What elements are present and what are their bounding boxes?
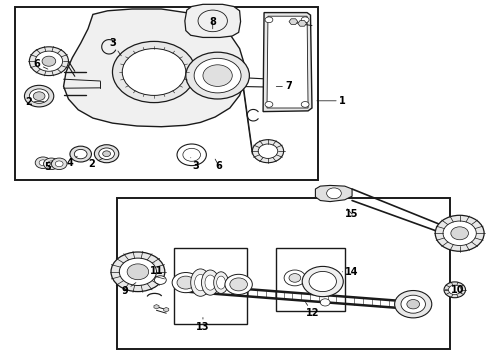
Circle shape bbox=[112, 41, 195, 103]
Ellipse shape bbox=[213, 272, 228, 293]
Text: 2: 2 bbox=[88, 158, 102, 169]
Circle shape bbox=[35, 51, 62, 71]
Circle shape bbox=[326, 188, 341, 199]
Circle shape bbox=[302, 266, 343, 297]
Text: 15: 15 bbox=[345, 209, 358, 219]
Polygon shape bbox=[154, 305, 159, 309]
Circle shape bbox=[400, 295, 425, 313]
Circle shape bbox=[203, 65, 232, 86]
Circle shape bbox=[39, 160, 47, 166]
Text: 10: 10 bbox=[444, 285, 463, 295]
Polygon shape bbox=[315, 185, 351, 202]
Circle shape bbox=[447, 285, 460, 294]
Circle shape bbox=[443, 282, 465, 298]
Text: 3: 3 bbox=[190, 158, 199, 171]
Circle shape bbox=[35, 157, 51, 168]
Circle shape bbox=[320, 299, 329, 306]
Text: 4: 4 bbox=[66, 156, 77, 168]
Circle shape bbox=[70, 146, 91, 162]
Circle shape bbox=[394, 291, 431, 318]
Polygon shape bbox=[63, 9, 244, 127]
Text: 6: 6 bbox=[215, 159, 222, 171]
Ellipse shape bbox=[216, 276, 225, 289]
Text: 13: 13 bbox=[196, 318, 209, 332]
Circle shape bbox=[99, 148, 114, 159]
Circle shape bbox=[177, 144, 206, 166]
Polygon shape bbox=[263, 13, 311, 112]
Circle shape bbox=[42, 56, 56, 66]
Polygon shape bbox=[184, 4, 240, 37]
Circle shape bbox=[51, 158, 67, 170]
Circle shape bbox=[29, 89, 49, 103]
Circle shape bbox=[301, 102, 308, 107]
Circle shape bbox=[442, 221, 475, 246]
Circle shape bbox=[154, 276, 166, 284]
Text: 11: 11 bbox=[149, 263, 163, 276]
Text: 3: 3 bbox=[109, 38, 121, 56]
Circle shape bbox=[185, 52, 249, 99]
Circle shape bbox=[434, 215, 483, 251]
Text: 7: 7 bbox=[276, 81, 291, 91]
Bar bbox=[117, 198, 449, 349]
Circle shape bbox=[264, 102, 272, 107]
Ellipse shape bbox=[201, 270, 219, 295]
Polygon shape bbox=[266, 16, 307, 108]
Polygon shape bbox=[297, 21, 306, 26]
Circle shape bbox=[308, 271, 336, 292]
Circle shape bbox=[406, 300, 419, 309]
Circle shape bbox=[194, 58, 241, 93]
Circle shape bbox=[177, 276, 194, 289]
Circle shape bbox=[33, 92, 45, 100]
Circle shape bbox=[252, 140, 283, 163]
Text: 1: 1 bbox=[316, 96, 345, 106]
Circle shape bbox=[47, 161, 55, 167]
Circle shape bbox=[43, 158, 59, 170]
Circle shape bbox=[264, 17, 272, 23]
Circle shape bbox=[119, 258, 156, 285]
Text: 14: 14 bbox=[342, 267, 358, 277]
Text: 6: 6 bbox=[34, 59, 48, 69]
Circle shape bbox=[127, 264, 148, 280]
Circle shape bbox=[301, 17, 308, 23]
Circle shape bbox=[172, 273, 199, 293]
Circle shape bbox=[55, 161, 63, 167]
Polygon shape bbox=[163, 307, 168, 312]
Circle shape bbox=[102, 151, 110, 157]
Ellipse shape bbox=[204, 275, 215, 290]
Bar bbox=[173, 248, 246, 324]
Ellipse shape bbox=[190, 269, 210, 296]
Bar bbox=[276, 248, 344, 311]
Circle shape bbox=[29, 47, 68, 76]
Circle shape bbox=[74, 149, 87, 159]
Ellipse shape bbox=[194, 274, 206, 291]
Text: 5: 5 bbox=[44, 161, 53, 172]
Text: 8: 8 bbox=[209, 17, 216, 29]
Circle shape bbox=[258, 144, 277, 158]
Circle shape bbox=[224, 274, 252, 294]
Bar bbox=[15, 7, 317, 180]
Circle shape bbox=[111, 252, 164, 292]
Text: 2: 2 bbox=[25, 96, 44, 107]
Polygon shape bbox=[288, 19, 297, 24]
Circle shape bbox=[122, 49, 185, 95]
Circle shape bbox=[94, 145, 119, 163]
Circle shape bbox=[284, 270, 305, 286]
Text: 9: 9 bbox=[121, 283, 136, 296]
Circle shape bbox=[450, 227, 468, 240]
Circle shape bbox=[24, 85, 54, 107]
Circle shape bbox=[229, 278, 247, 291]
Text: 12: 12 bbox=[305, 302, 319, 318]
Circle shape bbox=[288, 274, 300, 282]
